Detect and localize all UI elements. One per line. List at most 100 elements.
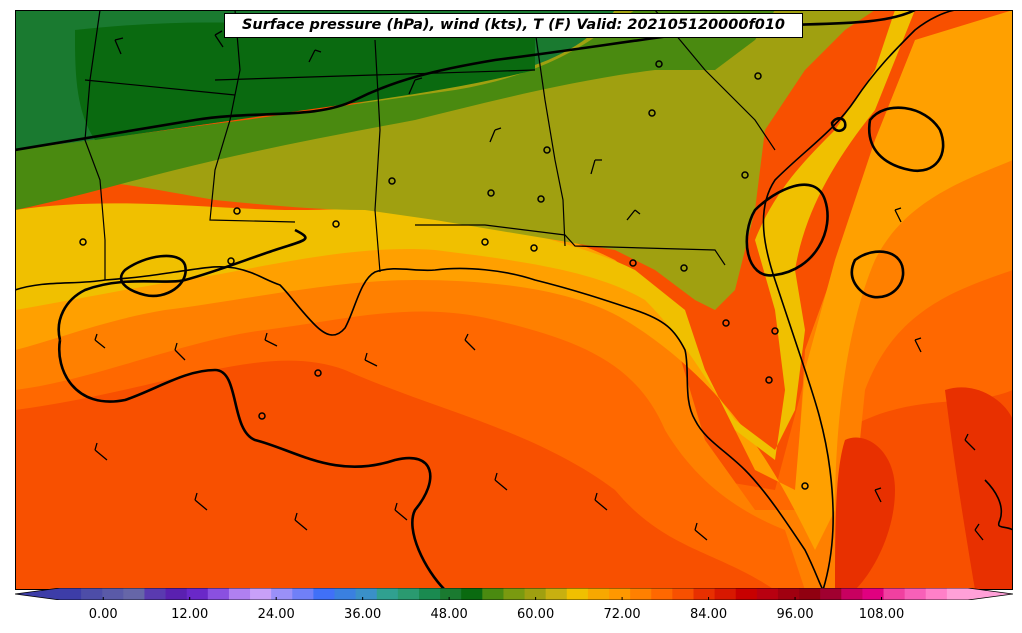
- wind-barb: [694, 522, 708, 541]
- calm-circle: [771, 327, 779, 335]
- wind-barbs: [94, 30, 984, 541]
- colorbar-segment: [566, 588, 589, 600]
- border-mississippi-alabama: [374, 39, 381, 273]
- border-florida-north: [415, 224, 726, 266]
- colorbar-segment: [397, 588, 420, 600]
- colorbar-segment: [228, 588, 251, 600]
- colorbar-tick-label: 60.00: [517, 607, 555, 622]
- isobar-gulf: [57, 228, 446, 590]
- calm-circle: [530, 244, 538, 252]
- wind-barb: [494, 472, 508, 491]
- colorbar-segment: [883, 588, 906, 600]
- wind-barb: [590, 159, 602, 175]
- gulf-coast: [15, 265, 824, 590]
- colorbar: [15, 588, 1013, 600]
- wind-barb: [194, 492, 208, 511]
- wind-barb: [174, 342, 186, 361]
- temp-field-orange: [15, 90, 1013, 590]
- calm-circle: [801, 482, 809, 490]
- border-tennessee: [214, 69, 536, 81]
- colorbar-segment: [777, 588, 800, 600]
- colorbar-segment: [165, 588, 188, 600]
- coastlines: [15, 10, 1013, 590]
- calm-circle: [543, 146, 551, 154]
- calm-wind-circles: [79, 60, 809, 490]
- wind-barb: [964, 433, 976, 451]
- colorbar-segment: [418, 588, 441, 600]
- calm-circle: [233, 207, 241, 215]
- colorbar-segment: [672, 588, 695, 600]
- colorbar-segment: [587, 588, 610, 600]
- wind-barb: [394, 502, 408, 521]
- temp-field-midgreen: [15, 10, 775, 210]
- colorbar-segment: [123, 588, 146, 600]
- calm-circle: [227, 257, 235, 265]
- colorbar-segment: [313, 588, 336, 600]
- colorbar-segment: [60, 588, 82, 600]
- colorbar-segment: [756, 588, 779, 600]
- colorbar-segment: [186, 588, 209, 600]
- calm-circle: [741, 171, 749, 179]
- state-borders: [84, 10, 776, 280]
- colorbar-segment: [102, 588, 124, 600]
- colorbar-segment: [946, 588, 969, 600]
- colorbar-segment: [334, 588, 357, 600]
- colorbar-segment: [355, 588, 378, 600]
- calm-circle: [765, 376, 773, 384]
- colorbar-tick-label: 24.00: [257, 607, 295, 622]
- temp-field-amber: [15, 10, 1013, 550]
- colorbar-segment: [735, 588, 758, 600]
- calm-circle: [481, 238, 489, 246]
- colorbar-tick-label: 72.00: [603, 607, 641, 622]
- colorbar-segment: [271, 588, 293, 600]
- isobar-closed-5: [830, 117, 847, 133]
- colorbar-extend-high: [968, 588, 1013, 600]
- weather-map: [15, 10, 1013, 590]
- colorbar-segment: [651, 588, 673, 600]
- colorbar-tick-label: 0.00: [88, 607, 118, 622]
- wind-barb: [94, 333, 106, 349]
- temp-field-lightorange: [15, 50, 1013, 590]
- colorbar-segment: [630, 588, 652, 600]
- calm-circle: [537, 195, 545, 203]
- border-mississippi-river: [209, 10, 296, 223]
- colorbar-tick-label: 96.00: [776, 607, 814, 622]
- calm-circle: [655, 60, 663, 68]
- colorbar-segment: [799, 588, 821, 600]
- map-title: Surface pressure (hPa), wind (kts), T (F…: [224, 13, 803, 38]
- wind-barb: [264, 332, 278, 347]
- calm-circle: [332, 220, 340, 228]
- colorbar-segment: [250, 588, 272, 600]
- isobar-closed-4: [867, 106, 945, 173]
- temp-field-yellow: [15, 10, 915, 460]
- wind-barb: [914, 337, 922, 353]
- colorbar-segment: [503, 588, 526, 600]
- colorbar-segment: [904, 588, 927, 600]
- wind-barb: [594, 492, 608, 511]
- wind-barb: [974, 523, 984, 541]
- wind-barb: [364, 352, 378, 367]
- border-arkansas-louisiana: [84, 79, 236, 96]
- temp-field-olive: [15, 10, 875, 310]
- colorbar-segment: [292, 588, 314, 600]
- wind-barb: [894, 207, 902, 223]
- colorbar-segment: [545, 588, 568, 600]
- border-alabama-georgia: [534, 29, 566, 247]
- wind-barb: [294, 512, 308, 531]
- colorbar-segment: [144, 588, 167, 600]
- border-texas-louisiana: [84, 10, 106, 280]
- colorbar-segment: [925, 588, 948, 600]
- wind-barb: [464, 333, 476, 351]
- wind-barb: [308, 49, 322, 63]
- calm-circle: [487, 189, 495, 197]
- calm-circle: [629, 259, 637, 267]
- calm-circle: [314, 369, 322, 377]
- colorbar-tick-label: 36.00: [344, 607, 382, 622]
- colorbar-segment: [714, 588, 737, 600]
- wind-barb: [489, 127, 502, 143]
- calm-circle: [648, 109, 656, 117]
- isobar-closed-3: [850, 250, 905, 299]
- calm-circle: [79, 238, 87, 246]
- colorbar-segment: [609, 588, 631, 600]
- wind-barb: [94, 442, 108, 461]
